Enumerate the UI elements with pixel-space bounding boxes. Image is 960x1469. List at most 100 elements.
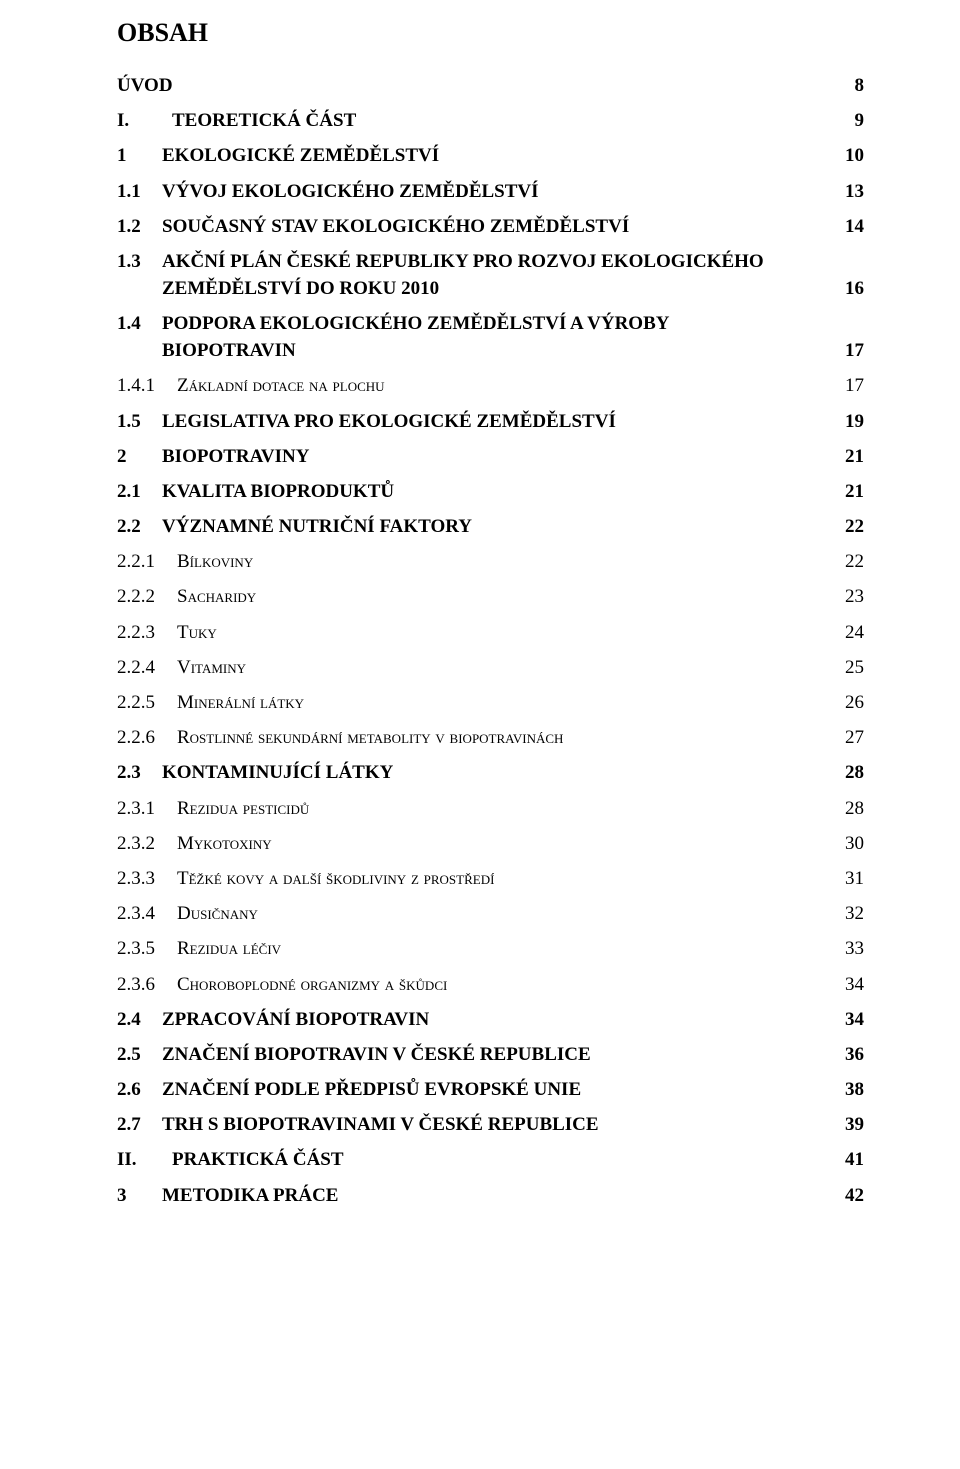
toc-entry-label: SOUČASNÝ STAV EKOLOGICKÉHO ZEMĚDĚLSTVÍ (162, 217, 629, 236)
toc-entry-number: 2.2.4 (117, 658, 177, 677)
toc-entry: 1.3AKČNÍ PLÁN ČESKÉ REPUBLIKY PRO ROZVOJ… (117, 252, 864, 298)
toc-entry-number: 1.5 (117, 412, 162, 431)
toc-entry-label: Rostlinné sekundární metabolity v biopot… (177, 728, 563, 747)
toc-entry-label: Sacharidy (177, 587, 256, 606)
toc-body: ÚVOD 8 I.TEORETICKÁ ČÁST9 1EKOLOGICKÉ ZEMĚD… (117, 76, 864, 1205)
toc-entry: 2.3.5Rezidua léčiv33 (117, 939, 864, 958)
toc-entry-line2: BIOPOTRAVIN17 (117, 341, 864, 360)
toc-entry: 2.4ZPRACOVÁNÍ BIOPOTRAVIN 34 (117, 1010, 864, 1029)
toc-entry-number: 2.3.5 (117, 939, 177, 958)
toc-entry: 2.3.3Těžké kovy a další škodliviny z pro… (117, 869, 864, 888)
toc-entry-page: 33 (845, 939, 864, 958)
toc-entry-label: KONTAMINUJÍCÍ LÁTKY (162, 763, 393, 782)
toc-entry-number: 2.4 (117, 1010, 162, 1029)
toc-entry: 2.5ZNAČENÍ BIOPOTRAVIN V ČESKÉ REPUBLICE… (117, 1045, 864, 1064)
toc-entry-page: 17 (845, 376, 864, 395)
toc-entry: 2.2VÝZNAMNÉ NUTRIČNÍ FAKTORY 22 (117, 517, 864, 536)
toc-entry-number: 2.2.5 (117, 693, 177, 712)
toc-entry-label: Choroboplodné organizmy a škůdci (177, 975, 447, 994)
toc-entry: 2.3.4Dusičnany 32 (117, 904, 864, 923)
toc-entry-page: 30 (845, 834, 864, 853)
toc-entry-number: 2.2.2 (117, 587, 177, 606)
toc-entry: II.PRAKTICKÁ ČÁST 41 (117, 1150, 864, 1169)
toc-entry-page: 14 (845, 217, 864, 236)
toc-entry: 2.3.6Choroboplodné organizmy a škůdci 34 (117, 975, 864, 994)
toc-entry-number: 1.2 (117, 217, 162, 236)
toc-entry-label: ZPRACOVÁNÍ BIOPOTRAVIN (162, 1010, 429, 1029)
toc-entry-label: BIOPOTRAVINY (162, 447, 309, 466)
toc-entry-label: AKČNÍ PLÁN ČESKÉ REPUBLIKY PRO ROZVOJ EK… (162, 251, 764, 272)
toc-entry-label: Základní dotace na plochu (177, 376, 385, 395)
toc-entry-page: 22 (845, 517, 864, 536)
toc-entry-text: PRAKTICKÁ ČÁST (172, 1149, 344, 1170)
toc-entry-number: 1.4 (117, 314, 162, 333)
toc-entry-page: 31 (845, 869, 864, 888)
toc-entry: I.TEORETICKÁ ČÁST9 (117, 111, 864, 130)
toc-entry-label: EKOLOGICKÉ ZEMĚDĚLSTVÍ (162, 146, 439, 165)
toc-entry: 1.5LEGISLATIVA PRO EKOLOGICKÉ ZEMĚDĚLSTV… (117, 412, 864, 431)
toc-entry-number: 2.3.3 (117, 869, 177, 888)
toc-entry: 3METODIKA PRÁCE42 (117, 1186, 864, 1205)
toc-entry-line1: 1.4PODPORA EKOLOGICKÉHO ZEMĚDĚLSTVÍ A VÝ… (117, 314, 864, 333)
toc-entry-number: 3 (117, 1186, 162, 1205)
toc-entry-label: Dusičnany (177, 904, 258, 923)
toc-entry-label: Vitaminy (177, 658, 246, 677)
toc-entry-number: 2.2.6 (117, 728, 177, 747)
toc-entry-number: I. (117, 111, 172, 130)
toc-entry-label: ZNAČENÍ BIOPOTRAVIN V ČESKÉ REPUBLICE (162, 1045, 591, 1064)
toc-entry-label: KVALITA BIOPRODUKTŮ (162, 482, 394, 501)
toc-entry: 1EKOLOGICKÉ ZEMĚDĚLSTVÍ10 (117, 146, 864, 165)
toc-entry-number: 2.3.2 (117, 834, 177, 853)
toc-entry: 2.2.5Minerální látky 26 (117, 693, 864, 712)
toc-entry-page: 41 (845, 1150, 864, 1169)
toc-entry-page: 34 (845, 975, 864, 994)
toc-entry-page: 39 (845, 1115, 864, 1134)
toc-entry-page: 32 (845, 904, 864, 923)
toc-entry: 2.3KONTAMINUJÍCÍ LÁTKY 28 (117, 763, 864, 782)
toc-entry-page: 34 (845, 1010, 864, 1029)
toc-entry-page: 22 (845, 552, 864, 571)
toc-entry-line1: 1.3AKČNÍ PLÁN ČESKÉ REPUBLIKY PRO ROZVOJ… (117, 252, 864, 271)
toc-entry-label: ZEMĚDĚLSTVÍ DO ROKU 2010 (117, 279, 439, 298)
toc-entry-number: 2.3.4 (117, 904, 177, 923)
toc-entry-label: I.TEORETICKÁ ČÁST (117, 111, 356, 130)
toc-entry-number: 1 (117, 146, 162, 165)
toc-page: OBSAH ÚVOD8I.TEORETICKÁ ČÁST91EKOLOGICKÉ… (0, 0, 960, 1261)
toc-entry-number: 2.2.3 (117, 623, 177, 642)
toc-entry-number: 2.2.1 (117, 552, 177, 571)
toc-entry-number: 2 (117, 447, 162, 466)
toc-entry-page: 28 (845, 799, 864, 818)
toc-entry-page: 8 (855, 76, 865, 95)
toc-entry-label: VÝZNAMNÉ NUTRIČNÍ FAKTORY (162, 517, 472, 536)
toc-entry-label: Mykotoxiny (177, 834, 272, 853)
toc-entry-label: Minerální látky (177, 693, 304, 712)
toc-entry-page: 36 (845, 1045, 864, 1064)
toc-entry-page: 26 (845, 693, 864, 712)
toc-entry-number: 2.7 (117, 1115, 162, 1134)
toc-entry-number: 1.3 (117, 252, 162, 271)
toc-entry-label: II.PRAKTICKÁ ČÁST (117, 1150, 344, 1169)
toc-entry-text: TEORETICKÁ ČÁST (172, 110, 356, 131)
toc-entry: 2.2.3Tuky24 (117, 623, 864, 642)
toc-entry-page: 27 (845, 728, 864, 747)
toc-entry: 1.4PODPORA EKOLOGICKÉHO ZEMĚDĚLSTVÍ A VÝ… (117, 314, 864, 360)
toc-entry-label: Rezidua pesticidů (177, 799, 309, 818)
toc-entry-number: 2.2 (117, 517, 162, 536)
toc-entry: 2.7TRH S BIOPOTRAVINAMI V ČESKÉ REPUBLIC… (117, 1115, 864, 1134)
toc-entry-number: 2.5 (117, 1045, 162, 1064)
toc-entry-page: 13 (845, 182, 864, 201)
toc-entry-number: 2.6 (117, 1080, 162, 1099)
toc-entry-label: METODIKA PRÁCE (162, 1186, 338, 1205)
toc-entry-label: PODPORA EKOLOGICKÉHO ZEMĚDĚLSTVÍ A VÝROB… (162, 313, 669, 334)
toc-entry-number: 1.4.1 (117, 376, 177, 395)
toc-entry-number: 2.3.6 (117, 975, 177, 994)
toc-entry-page: 38 (845, 1080, 864, 1099)
toc-entry-number: 2.3 (117, 763, 162, 782)
toc-entry-page: 28 (845, 763, 864, 782)
toc-entry-page: 25 (845, 658, 864, 677)
toc-entry-label: ÚVOD (117, 76, 173, 95)
toc-entry-label: BIOPOTRAVIN (117, 341, 296, 360)
toc-entry-page: 16 (845, 279, 864, 298)
toc-entry-number: 2.1 (117, 482, 162, 501)
toc-entry: 1.4.1Základní dotace na plochu 17 (117, 376, 864, 395)
